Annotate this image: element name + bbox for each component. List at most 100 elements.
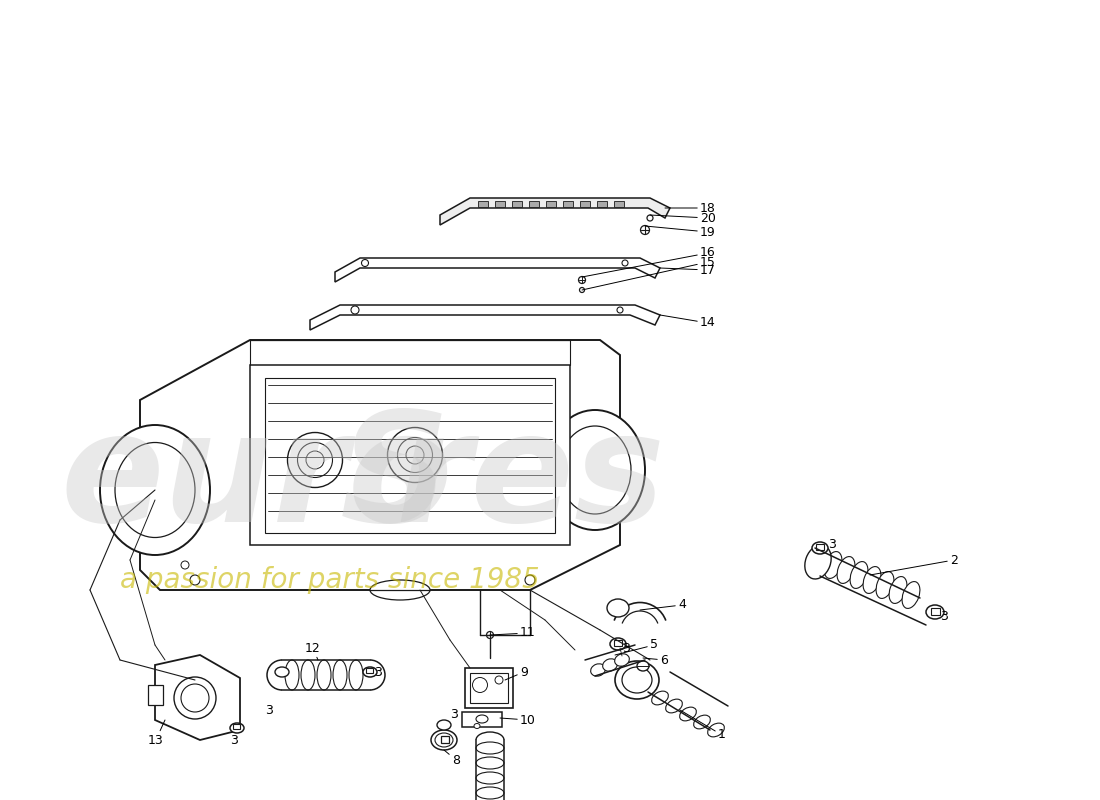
Text: 10: 10 [500, 714, 536, 726]
Ellipse shape [370, 580, 430, 600]
Text: a passion for parts since 1985: a passion for parts since 1985 [120, 566, 540, 594]
Ellipse shape [591, 664, 605, 676]
Text: 13: 13 [148, 720, 165, 746]
Ellipse shape [174, 677, 216, 719]
Bar [614, 201, 624, 207]
Ellipse shape [230, 723, 244, 733]
Text: euro: euro [60, 406, 453, 554]
Ellipse shape [544, 410, 645, 530]
Ellipse shape [406, 446, 424, 464]
Ellipse shape [476, 757, 504, 769]
Polygon shape [336, 258, 660, 282]
Ellipse shape [850, 562, 868, 589]
Ellipse shape [926, 605, 944, 619]
Polygon shape [310, 305, 660, 330]
Bar [470, 673, 508, 703]
Bar [512, 201, 522, 207]
Bar [931, 608, 940, 615]
Text: 3: 3 [374, 666, 382, 678]
Ellipse shape [285, 660, 299, 690]
Ellipse shape [637, 661, 649, 671]
Ellipse shape [647, 215, 653, 221]
Ellipse shape [694, 715, 711, 729]
Ellipse shape [805, 545, 832, 579]
Text: 1: 1 [680, 710, 726, 742]
Bar [563, 201, 573, 207]
Text: 19: 19 [645, 226, 716, 238]
Ellipse shape [621, 667, 652, 693]
Bar [441, 736, 449, 743]
Bar [580, 201, 590, 207]
Ellipse shape [397, 438, 432, 473]
Ellipse shape [437, 720, 451, 730]
Ellipse shape [640, 226, 649, 234]
Ellipse shape [317, 660, 331, 690]
Text: 3: 3 [450, 709, 458, 722]
Ellipse shape [837, 557, 855, 583]
Ellipse shape [476, 772, 504, 784]
Ellipse shape [525, 575, 535, 585]
Ellipse shape [434, 733, 453, 747]
Ellipse shape [707, 723, 725, 737]
Ellipse shape [190, 575, 200, 585]
Ellipse shape [580, 287, 584, 293]
Text: 4: 4 [640, 598, 686, 611]
Text: 3: 3 [940, 610, 948, 622]
Ellipse shape [889, 577, 906, 603]
Ellipse shape [275, 667, 289, 677]
Ellipse shape [306, 451, 324, 469]
Bar [465, 668, 513, 708]
Ellipse shape [287, 433, 342, 487]
Ellipse shape [362, 259, 369, 266]
Ellipse shape [473, 678, 487, 693]
Ellipse shape [617, 307, 623, 313]
Bar [478, 201, 488, 207]
Ellipse shape [610, 638, 626, 650]
Ellipse shape [615, 654, 629, 666]
Ellipse shape [666, 699, 682, 713]
Bar [529, 201, 539, 207]
Ellipse shape [607, 599, 629, 617]
Ellipse shape [902, 582, 920, 609]
Text: 15: 15 [582, 255, 716, 290]
Ellipse shape [495, 676, 503, 684]
Bar [148, 685, 163, 705]
Ellipse shape [811, 546, 829, 574]
Bar [250, 365, 570, 545]
Ellipse shape [621, 260, 628, 266]
Ellipse shape [100, 425, 210, 555]
Text: 2: 2 [870, 554, 958, 575]
Polygon shape [440, 198, 670, 225]
Ellipse shape [824, 551, 842, 578]
Ellipse shape [615, 661, 659, 699]
Text: 3: 3 [230, 734, 238, 746]
Bar [265, 378, 556, 533]
Ellipse shape [182, 684, 209, 712]
Text: res: res [395, 406, 664, 554]
Bar [816, 544, 824, 550]
Ellipse shape [486, 631, 494, 638]
Text: 3: 3 [265, 703, 273, 717]
Bar [495, 201, 505, 207]
Bar [233, 724, 240, 729]
Ellipse shape [387, 427, 442, 482]
Ellipse shape [349, 660, 363, 690]
Polygon shape [140, 340, 620, 590]
Polygon shape [155, 655, 240, 740]
Ellipse shape [351, 306, 359, 314]
Ellipse shape [603, 659, 617, 671]
Bar [546, 201, 556, 207]
Ellipse shape [476, 715, 488, 723]
Ellipse shape [301, 660, 315, 690]
Ellipse shape [579, 277, 585, 283]
Ellipse shape [476, 742, 504, 754]
Text: 5: 5 [615, 638, 658, 655]
Bar [366, 668, 373, 673]
Text: 16: 16 [582, 246, 716, 277]
Ellipse shape [812, 542, 828, 554]
Ellipse shape [559, 426, 631, 514]
Text: 9: 9 [505, 666, 528, 680]
Text: 3: 3 [621, 642, 630, 654]
Text: 3: 3 [828, 538, 836, 551]
Ellipse shape [476, 787, 504, 799]
